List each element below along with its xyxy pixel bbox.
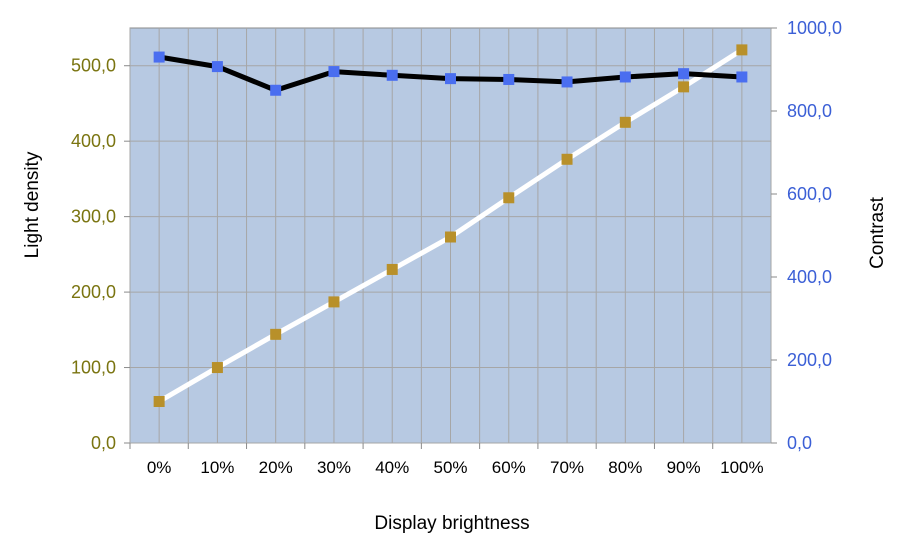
series-point-right bbox=[153, 51, 165, 63]
right-tick-label: 400,0 bbox=[787, 267, 832, 287]
bottom-tick-label: 0% bbox=[147, 458, 172, 477]
x-axis-title: Display brightness bbox=[374, 513, 529, 534]
bottom-tick-label: 20% bbox=[259, 458, 293, 477]
axes: 0,0 100,0 200,0 300,0 400,0 500,0 0,0 200,0 400,… bbox=[71, 18, 842, 477]
right-tick-label: 1000,0 bbox=[787, 18, 842, 38]
left-y-axis-title: Light density bbox=[22, 151, 43, 258]
left-tick-label: 100,0 bbox=[71, 358, 116, 378]
bottom-tick-label: 90% bbox=[667, 458, 701, 477]
bottom-tick-label: 100% bbox=[720, 458, 763, 477]
series-point-right bbox=[619, 71, 631, 83]
series-point-left bbox=[445, 231, 456, 243]
right-tick-label: 600,0 bbox=[787, 184, 832, 204]
left-tick-label: 400,0 bbox=[71, 131, 116, 151]
bottom-tick-label: 10% bbox=[200, 458, 234, 477]
series-point-right bbox=[445, 73, 456, 85]
bottom-tick-label: 30% bbox=[317, 458, 351, 477]
series-point-right bbox=[270, 84, 282, 96]
series-point-left bbox=[386, 263, 398, 275]
series-point-left bbox=[678, 81, 690, 93]
series-point-right bbox=[211, 61, 223, 73]
left-tick-label: 300,0 bbox=[71, 207, 116, 227]
series-point-left bbox=[503, 192, 515, 204]
series-point-right bbox=[561, 76, 573, 88]
right-y-axis-title: Contrast bbox=[867, 196, 888, 269]
series-point-left bbox=[736, 44, 748, 56]
series-point-left bbox=[328, 296, 340, 308]
series-point-right bbox=[678, 68, 690, 80]
series bbox=[153, 44, 748, 407]
left-tick-label: 0,0 bbox=[91, 433, 116, 453]
grid bbox=[129, 28, 772, 444]
series-point-right bbox=[503, 73, 515, 85]
series-point-left bbox=[561, 153, 573, 165]
bottom-tick-label: 50% bbox=[433, 458, 467, 477]
right-tick-label: 200,0 bbox=[787, 350, 832, 370]
series-point-left bbox=[153, 396, 165, 407]
series-point-right bbox=[736, 71, 748, 83]
series-point-right bbox=[328, 66, 340, 78]
left-tick-label: 500,0 bbox=[71, 56, 116, 76]
left-tick-label: 200,0 bbox=[71, 282, 116, 302]
series-point-left bbox=[270, 328, 282, 340]
bottom-tick-label: 80% bbox=[608, 458, 642, 477]
right-tick-label: 800,0 bbox=[787, 101, 832, 121]
bottom-tick-label: 60% bbox=[492, 458, 526, 477]
right-tick-label: 0,0 bbox=[787, 433, 812, 453]
series-point-right bbox=[386, 69, 398, 81]
bottom-tick-label: 70% bbox=[550, 458, 584, 477]
series-point-left bbox=[619, 116, 631, 128]
bottom-tick-label: 40% bbox=[375, 458, 409, 477]
series-point-left bbox=[211, 362, 223, 374]
